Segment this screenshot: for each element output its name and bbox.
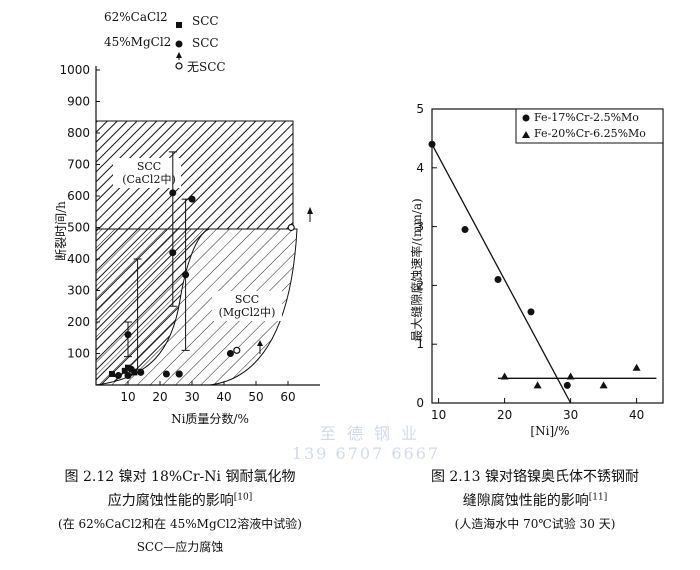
x-tick-label: 30 xyxy=(563,408,578,422)
legend-cacl2-label: 62%CaCl2 xyxy=(104,10,168,24)
y-tick-label: 300 xyxy=(67,284,90,298)
mgcl2-scc-point xyxy=(188,195,196,203)
x-tick-label: 50 xyxy=(248,390,263,404)
right-x-axis-title: [Ni]/% xyxy=(530,424,570,438)
legend-triangle-marker xyxy=(522,131,530,138)
y-tick-label: 100 xyxy=(67,347,90,361)
y-tick-label: 1 xyxy=(416,337,424,351)
fe17cr-point xyxy=(494,276,502,284)
cacl2-scc-point xyxy=(125,364,131,371)
fe17cr-point xyxy=(527,308,535,316)
y-tick-label: 400 xyxy=(67,252,90,266)
caption-2-13-line2: 缝隙腐蚀性能的影响[11] xyxy=(462,492,608,509)
mgcl2-scc-point xyxy=(175,370,183,378)
x-tick-label: 10 xyxy=(431,408,446,422)
legend-no-scc-label: 无SCC xyxy=(187,60,226,74)
y-tick-label: 0 xyxy=(416,396,424,410)
legend-circle-marker xyxy=(522,114,530,122)
chart-nickel-stress-corrosion: 100 200 300 400 500 600 700 800 900 1000 10 20 30 40… xyxy=(59,22,320,404)
y-tick-label: 1000 xyxy=(59,63,90,77)
x-tick-label: 20 xyxy=(152,390,167,404)
region-label-mgcl2: SCC (MgCl2中) xyxy=(218,293,276,319)
caption-2-12-line3: (在 62%CaCl2和在 45%MgCl2溶液中试验) xyxy=(58,517,302,531)
fe20cr-point xyxy=(566,372,575,380)
y-tick-label: 800 xyxy=(67,126,90,140)
left-x-axis-title: Ni质量分数/% xyxy=(171,412,249,426)
caption-2-12-line2: 应力腐蚀性能的影响[10] xyxy=(107,492,253,509)
y-tick-label: 500 xyxy=(67,221,90,235)
legend-mgcl2-label: 45%MgCl2 xyxy=(104,35,172,49)
mgcl2-scc-point xyxy=(137,368,145,376)
mgcl2-scc-point xyxy=(169,249,177,257)
region-label-bg-mgcl2 xyxy=(212,291,282,321)
scc-region-mgcl2 xyxy=(95,228,298,386)
fe20cr-point xyxy=(599,381,608,389)
fe17cr-point xyxy=(461,226,469,234)
mgcl2-scc-point xyxy=(182,271,190,279)
region-label-cacl2: SCC (CaCl2中) xyxy=(122,160,176,186)
y-tick-label: 600 xyxy=(67,189,90,203)
cacl2-scc-point xyxy=(109,370,115,377)
fe17cr-point xyxy=(563,381,571,389)
cacl2-scc-point xyxy=(121,367,128,374)
mgcl2-scc-point xyxy=(124,372,132,380)
left-y-axis-title: 断裂时间/h xyxy=(54,201,68,261)
mgcl2-scc-point xyxy=(169,189,177,197)
x-tick-label: 30 xyxy=(184,390,199,404)
y-tick-label: 3 xyxy=(416,220,424,234)
caption-2-12-line4: SCC—应力腐蚀 xyxy=(136,540,224,554)
legend-square-marker xyxy=(176,22,182,28)
legend-series-1-label: Fe-17%Cr-2.5%Mo xyxy=(534,111,639,124)
fe20cr-point xyxy=(500,372,509,380)
y-tick-label: 2 xyxy=(416,278,424,292)
caption-2-13-line1: 图 2.13 镍对铬镍奥氏体不锈钢耐 xyxy=(430,469,640,485)
no-scc-point xyxy=(287,223,295,232)
y-tick-label: 700 xyxy=(67,158,90,172)
x-tick-label: 60 xyxy=(280,390,295,404)
mgcl2-scc-point xyxy=(114,372,122,380)
chart-crevice-corrosion-rate: 0 1 2 3 4 5 10 20 30 40 xyxy=(416,102,664,422)
legend-circle-marker xyxy=(175,40,183,48)
cacl2-scc-point xyxy=(131,369,138,376)
legend-scc-label-1: SCC xyxy=(192,14,219,28)
fe20cr-point xyxy=(533,381,542,389)
mgcl2-scc-point xyxy=(124,331,132,339)
fe17cr-point xyxy=(428,140,436,148)
y-tick-label: 4 xyxy=(416,161,424,175)
region-label-bg-cacl2 xyxy=(113,158,181,188)
no-scc-point xyxy=(233,346,241,354)
watermark-company: 至 德 钢 业 xyxy=(319,424,421,443)
fe20cr-point xyxy=(632,363,641,371)
caption-2-13-line3: (人造海水中 70℃试验 30 天) xyxy=(454,517,616,531)
legend-scc-label-2: SCC xyxy=(192,36,219,50)
right-y-axis-title: 最大缝隙腐蚀速率/(mm/a) xyxy=(410,198,424,342)
caption-2-12-line1: 图 2.12 镍对 18%Cr-Ni 钢耐氯化物 xyxy=(64,469,296,485)
y-tick-label: 200 xyxy=(67,315,90,329)
mgcl2-scc-point xyxy=(162,370,170,378)
mgcl2-scc-point xyxy=(127,365,135,373)
x-tick-label: 10 xyxy=(120,390,135,404)
y-tick-label: 5 xyxy=(416,102,424,116)
watermark-phone: 139 6707 6667 xyxy=(291,444,441,463)
x-tick-label: 40 xyxy=(216,390,231,404)
legend-open-circle-marker xyxy=(175,62,183,70)
x-tick-label: 40 xyxy=(629,408,644,422)
mgcl2-scc-point xyxy=(226,350,234,357)
trend-line xyxy=(431,143,572,404)
x-tick-label: 20 xyxy=(497,408,512,422)
y-tick-label: 900 xyxy=(67,95,90,109)
legend-box xyxy=(515,108,664,144)
legend-series-2-label: Fe-20%Cr-6.25%Mo xyxy=(534,127,646,140)
